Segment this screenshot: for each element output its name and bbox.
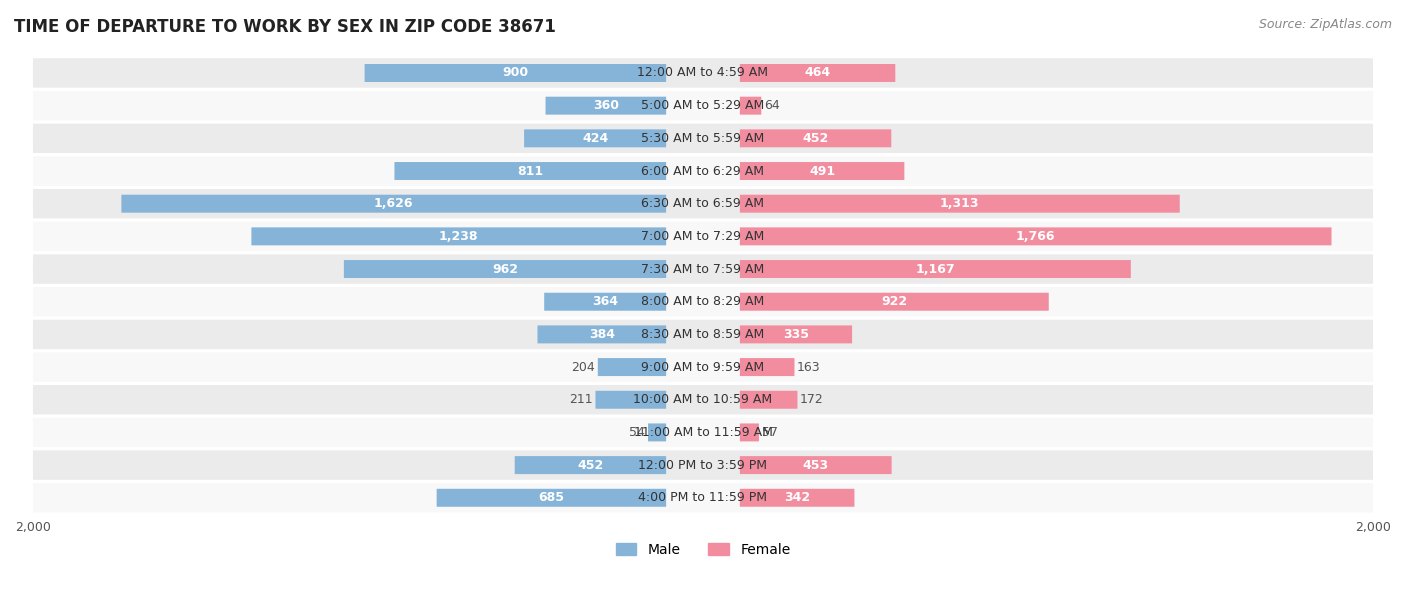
FancyBboxPatch shape: [32, 320, 1374, 349]
FancyBboxPatch shape: [544, 293, 666, 311]
FancyBboxPatch shape: [344, 260, 666, 278]
Text: Source: ZipAtlas.com: Source: ZipAtlas.com: [1258, 18, 1392, 31]
FancyBboxPatch shape: [740, 293, 1049, 311]
Text: 1,766: 1,766: [1017, 230, 1056, 243]
FancyBboxPatch shape: [32, 385, 1374, 415]
FancyBboxPatch shape: [740, 227, 1331, 245]
Text: 57: 57: [762, 426, 778, 439]
Legend: Male, Female: Male, Female: [610, 537, 796, 562]
FancyBboxPatch shape: [740, 358, 794, 376]
FancyBboxPatch shape: [740, 64, 896, 82]
FancyBboxPatch shape: [437, 488, 666, 507]
FancyBboxPatch shape: [648, 424, 666, 441]
FancyBboxPatch shape: [740, 162, 904, 180]
FancyBboxPatch shape: [32, 222, 1374, 251]
FancyBboxPatch shape: [32, 189, 1374, 218]
Text: 11:00 AM to 11:59 AM: 11:00 AM to 11:59 AM: [634, 426, 772, 439]
FancyBboxPatch shape: [524, 129, 666, 148]
Text: 8:30 AM to 8:59 AM: 8:30 AM to 8:59 AM: [641, 328, 765, 341]
FancyBboxPatch shape: [515, 456, 666, 474]
FancyBboxPatch shape: [32, 418, 1374, 447]
Text: 4:00 PM to 11:59 PM: 4:00 PM to 11:59 PM: [638, 491, 768, 505]
Text: 8:00 AM to 8:29 AM: 8:00 AM to 8:29 AM: [641, 295, 765, 308]
Text: 9:00 AM to 9:59 AM: 9:00 AM to 9:59 AM: [641, 361, 765, 374]
Text: 211: 211: [569, 393, 593, 406]
Text: 7:30 AM to 7:59 AM: 7:30 AM to 7:59 AM: [641, 262, 765, 275]
FancyBboxPatch shape: [740, 456, 891, 474]
FancyBboxPatch shape: [32, 352, 1374, 382]
FancyBboxPatch shape: [32, 91, 1374, 120]
Text: 6:30 AM to 6:59 AM: 6:30 AM to 6:59 AM: [641, 197, 765, 210]
FancyBboxPatch shape: [740, 129, 891, 148]
Text: 962: 962: [492, 262, 517, 275]
FancyBboxPatch shape: [596, 391, 666, 409]
FancyBboxPatch shape: [740, 488, 855, 507]
FancyBboxPatch shape: [537, 325, 666, 343]
Text: 7:00 AM to 7:29 AM: 7:00 AM to 7:29 AM: [641, 230, 765, 243]
FancyBboxPatch shape: [32, 450, 1374, 480]
Text: 5:00 AM to 5:29 AM: 5:00 AM to 5:29 AM: [641, 99, 765, 112]
FancyBboxPatch shape: [32, 287, 1374, 317]
Text: 360: 360: [593, 99, 619, 112]
Text: 12:00 AM to 4:59 AM: 12:00 AM to 4:59 AM: [637, 67, 769, 80]
Text: 452: 452: [803, 132, 828, 145]
Text: 1,167: 1,167: [915, 262, 955, 275]
Text: 685: 685: [538, 491, 564, 505]
FancyBboxPatch shape: [32, 483, 1374, 512]
FancyBboxPatch shape: [32, 124, 1374, 153]
FancyBboxPatch shape: [395, 162, 666, 180]
Text: TIME OF DEPARTURE TO WORK BY SEX IN ZIP CODE 38671: TIME OF DEPARTURE TO WORK BY SEX IN ZIP …: [14, 18, 555, 36]
Text: 10:00 AM to 10:59 AM: 10:00 AM to 10:59 AM: [634, 393, 772, 406]
Text: 12:00 PM to 3:59 PM: 12:00 PM to 3:59 PM: [638, 459, 768, 472]
FancyBboxPatch shape: [32, 156, 1374, 186]
Text: 491: 491: [808, 164, 835, 177]
FancyBboxPatch shape: [740, 424, 759, 441]
Text: 6:00 AM to 6:29 AM: 6:00 AM to 6:29 AM: [641, 164, 765, 177]
Text: 453: 453: [803, 459, 828, 472]
FancyBboxPatch shape: [121, 195, 666, 212]
Text: 1,626: 1,626: [374, 197, 413, 210]
Text: 1,238: 1,238: [439, 230, 478, 243]
Text: 335: 335: [783, 328, 808, 341]
Text: 464: 464: [804, 67, 831, 80]
FancyBboxPatch shape: [740, 391, 797, 409]
Text: 1,313: 1,313: [941, 197, 980, 210]
Text: 900: 900: [502, 67, 529, 80]
Text: 424: 424: [582, 132, 609, 145]
FancyBboxPatch shape: [546, 96, 666, 115]
FancyBboxPatch shape: [32, 254, 1374, 284]
FancyBboxPatch shape: [598, 358, 666, 376]
FancyBboxPatch shape: [252, 227, 666, 245]
FancyBboxPatch shape: [740, 96, 761, 115]
Text: 452: 452: [578, 459, 603, 472]
FancyBboxPatch shape: [740, 325, 852, 343]
Text: 922: 922: [882, 295, 907, 308]
Text: 64: 64: [763, 99, 780, 112]
FancyBboxPatch shape: [32, 58, 1374, 87]
Text: 342: 342: [785, 491, 810, 505]
FancyBboxPatch shape: [364, 64, 666, 82]
Text: 204: 204: [571, 361, 595, 374]
Text: 811: 811: [517, 164, 543, 177]
Text: 163: 163: [797, 361, 821, 374]
FancyBboxPatch shape: [740, 195, 1180, 212]
Text: 364: 364: [592, 295, 619, 308]
FancyBboxPatch shape: [740, 260, 1130, 278]
Text: 384: 384: [589, 328, 614, 341]
Text: 54: 54: [630, 426, 645, 439]
Text: 5:30 AM to 5:59 AM: 5:30 AM to 5:59 AM: [641, 132, 765, 145]
Text: 172: 172: [800, 393, 824, 406]
